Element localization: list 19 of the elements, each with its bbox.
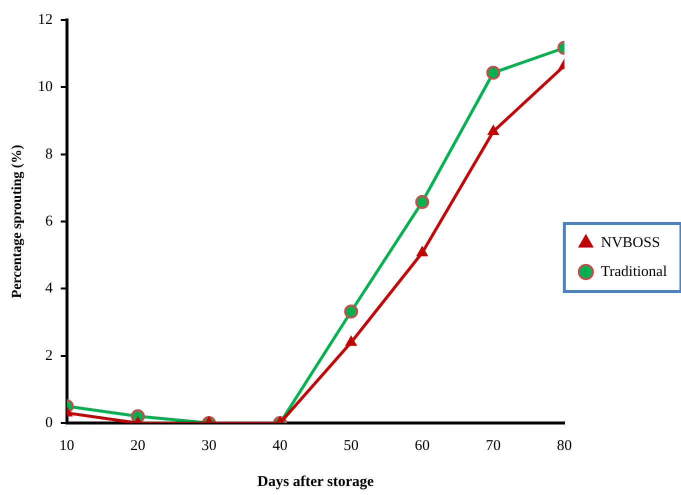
y-tick-label: 6 [45,213,54,230]
x-tick-label: 50 [344,438,359,454]
x-tick-label: 70 [486,438,501,454]
y-axis-title: Percentage sprouting (%) [10,144,26,298]
y-tick-label: 8 [45,146,53,162]
x-tick-label: 30 [201,438,216,454]
y-tick-label: 0 [45,414,53,431]
x-tick-label: 60 [414,438,430,454]
y-tick-label: 2 [45,348,53,364]
x-tick-label: 20 [130,438,146,454]
y-tick-label: 10 [38,79,53,96]
y-tick-label: 4 [45,280,54,297]
legend-label: Traditional [600,264,668,280]
x-tick-label: 10 [59,438,74,454]
x-tick-label: 80 [556,438,572,454]
x-axis-title: Days after storage [257,474,374,490]
x-tick-label: 40 [272,438,288,454]
legend-label: NVBOSS [600,234,660,251]
y-tick-label: 12 [38,12,53,28]
